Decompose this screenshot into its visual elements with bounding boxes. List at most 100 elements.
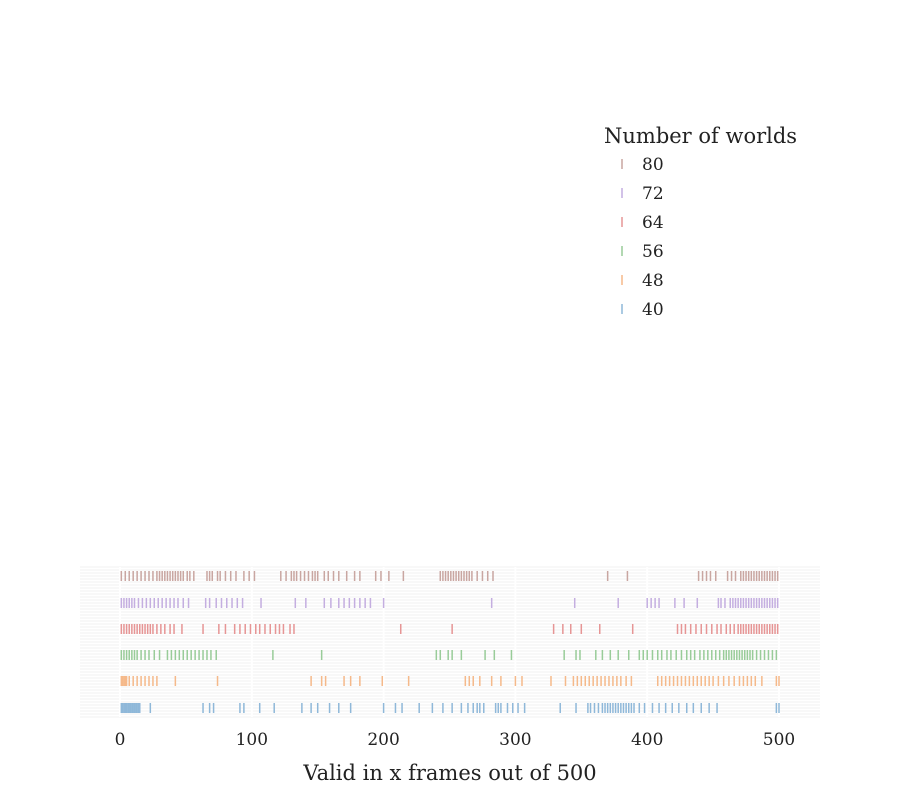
rug-mark xyxy=(120,624,123,634)
rug-mark xyxy=(310,703,312,713)
rug-mark xyxy=(601,703,604,713)
rug-mark xyxy=(584,676,587,686)
rug-mark xyxy=(759,650,762,660)
rug-mark xyxy=(152,624,154,634)
rug-mark xyxy=(179,571,182,581)
rug-mark xyxy=(523,703,526,713)
rug-mark xyxy=(140,571,142,581)
rug-mark xyxy=(749,650,751,660)
rug-mark xyxy=(664,676,667,686)
rug-mark xyxy=(314,571,316,581)
rug-mark xyxy=(382,598,385,608)
rug-mark xyxy=(767,650,770,660)
rug-mark xyxy=(136,571,138,581)
rug-mark xyxy=(149,624,152,634)
rug-mark xyxy=(775,676,778,686)
rug-mark xyxy=(750,571,753,581)
rug-mark xyxy=(729,598,731,608)
rug-mark xyxy=(689,624,692,634)
rug-mark xyxy=(274,624,277,634)
rug-mark xyxy=(761,624,763,634)
rug-mark xyxy=(750,598,753,608)
series-56-row xyxy=(120,650,778,660)
rug-mark xyxy=(562,624,564,634)
rug-mark xyxy=(680,624,683,634)
rug-mark xyxy=(675,650,677,660)
rug-mark xyxy=(198,650,200,660)
rug-mark xyxy=(141,598,144,608)
rug-mark xyxy=(685,650,688,660)
rug-mark xyxy=(125,703,128,713)
rug-mark xyxy=(120,676,123,686)
rug-mark xyxy=(202,624,204,634)
rug-mark xyxy=(157,598,159,608)
rug-mark xyxy=(654,598,656,608)
rug-mark xyxy=(643,703,646,713)
rug-mark xyxy=(123,650,125,660)
rug-mark xyxy=(726,571,729,581)
rug-mark xyxy=(638,650,641,660)
rug-mark xyxy=(215,598,217,608)
rug-mark xyxy=(241,598,244,608)
rug-mark xyxy=(696,676,699,686)
rug-mark xyxy=(128,650,130,660)
rug-mark xyxy=(394,703,397,713)
rug-mark xyxy=(204,598,207,608)
rug-mark xyxy=(285,571,287,581)
rug-mark xyxy=(435,650,438,660)
rug-mark xyxy=(612,703,614,713)
rug-mark xyxy=(338,571,340,581)
legend-label: 56 xyxy=(642,242,664,262)
rug-mark xyxy=(187,598,190,608)
rug-mark xyxy=(418,703,420,713)
rug-mark xyxy=(220,598,223,608)
rug-mark xyxy=(463,571,465,581)
rug-mark xyxy=(125,624,128,634)
rug-mark xyxy=(382,703,385,713)
rug-mark xyxy=(349,703,352,713)
rug-mark xyxy=(692,676,695,686)
rug-mark xyxy=(606,703,609,713)
rug-mark xyxy=(215,650,217,660)
rug-mark xyxy=(604,676,606,686)
rug-mark xyxy=(353,598,356,608)
rug-mark xyxy=(763,571,766,581)
rug-mark xyxy=(579,650,581,660)
rug-mark xyxy=(733,676,735,686)
rug-mark xyxy=(258,624,261,634)
rug-mark xyxy=(718,650,721,660)
rug-mark xyxy=(136,703,138,713)
rug-mark xyxy=(132,703,134,713)
rug-mark xyxy=(754,676,757,686)
rug-mark xyxy=(233,624,236,634)
rug-mark xyxy=(133,703,136,713)
rug-mark xyxy=(481,571,484,581)
rug-mark xyxy=(120,650,123,660)
rug-mark xyxy=(650,598,652,608)
rug-mark xyxy=(258,703,261,713)
rug-mark xyxy=(136,650,138,660)
rug-mark xyxy=(771,624,774,634)
rug-mark xyxy=(174,676,177,686)
rug-mark xyxy=(570,624,572,634)
rug-mark xyxy=(460,650,463,660)
rug-mark xyxy=(218,624,220,634)
rug-mark xyxy=(746,650,749,660)
rug-mark xyxy=(189,571,191,581)
rug-mark xyxy=(320,650,323,660)
rug-mark xyxy=(156,676,158,686)
rug-mark xyxy=(559,703,561,713)
rug-mark xyxy=(381,676,384,686)
rug-mark xyxy=(471,571,473,581)
rug-mark xyxy=(123,624,125,634)
rug-mark xyxy=(229,571,232,581)
legend-label: 40 xyxy=(642,300,664,320)
rug-mark xyxy=(614,703,617,713)
rug-mark xyxy=(178,650,181,660)
rug-mark xyxy=(158,650,161,660)
rug-mark xyxy=(597,703,600,713)
rug-mark xyxy=(226,598,228,608)
rug-mark xyxy=(145,598,148,608)
rug-mark xyxy=(769,571,771,581)
rug-mark xyxy=(447,650,449,660)
